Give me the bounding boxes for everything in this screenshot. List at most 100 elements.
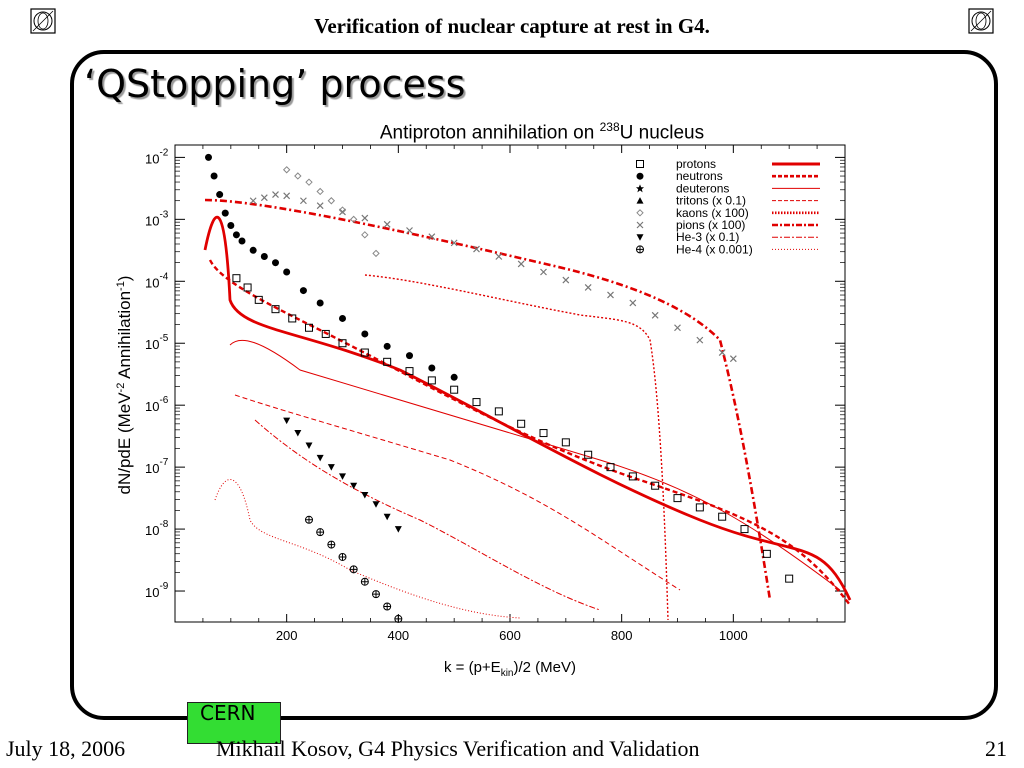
legend-marker	[636, 184, 644, 193]
data-point	[283, 268, 291, 276]
data-point	[494, 407, 503, 416]
data-point	[629, 299, 637, 307]
data-point	[216, 191, 224, 199]
data-point	[361, 214, 369, 222]
legend-entry: He-4 (x 0.001)	[636, 242, 820, 256]
data-point	[740, 525, 749, 534]
data-point	[729, 355, 737, 363]
data-point	[305, 515, 313, 524]
series-kaons-x-100	[282, 166, 380, 258]
data-point	[372, 590, 380, 599]
series-protons	[232, 274, 794, 583]
data-point	[338, 206, 347, 214]
data-point	[327, 197, 336, 205]
y-tick-label: 10-3	[145, 209, 169, 228]
data-point	[383, 513, 391, 521]
data-point	[450, 373, 458, 381]
data-point	[316, 202, 324, 210]
data-point	[651, 481, 660, 490]
x-tick-label: 600	[499, 628, 521, 643]
legend-entry: pions (x 100)	[636, 218, 820, 232]
model-curves	[203, 198, 852, 621]
data-point	[260, 194, 268, 202]
data-point	[539, 429, 548, 438]
data-point	[272, 259, 279, 267]
data-point	[405, 367, 414, 376]
legend-label: protons	[676, 157, 716, 171]
data-point	[651, 311, 659, 319]
data-point	[762, 549, 771, 558]
data-point	[232, 274, 241, 283]
data-point	[360, 577, 369, 586]
y-tick-label: 10-4	[145, 271, 169, 290]
data-point	[349, 215, 358, 224]
data-point	[299, 197, 307, 205]
data-point	[673, 494, 682, 503]
plot-area	[174, 144, 846, 623]
data-point	[450, 385, 459, 394]
legend-marker	[636, 209, 644, 217]
data-point	[282, 166, 291, 174]
series-pions-x-100	[249, 191, 737, 363]
model-curve-he3	[254, 419, 601, 611]
series-he-3-x-0-1	[283, 417, 402, 533]
legend-entry: protons	[636, 157, 820, 171]
y-tick-label: 10-2	[145, 147, 169, 166]
data-point	[339, 208, 346, 216]
data-point	[372, 249, 380, 258]
data-point	[472, 398, 481, 407]
legend-marker	[636, 221, 644, 229]
data-point	[584, 284, 592, 291]
model-curve-deuterons	[229, 339, 841, 591]
data-point	[696, 336, 704, 344]
data-point	[294, 430, 302, 437]
legend-entry: He-3 (x 0.1)	[636, 230, 820, 244]
data-point	[607, 291, 614, 299]
svg-text:dN/pdE (MeV-2 Annihilation-1): dN/pdE (MeV-2 Annihilation-1)	[115, 276, 134, 495]
data-point	[339, 314, 346, 322]
data-point	[372, 501, 380, 508]
legend-label: neutrons	[676, 169, 723, 183]
data-point	[249, 197, 257, 205]
legend-entry: neutrons	[636, 169, 820, 183]
data-point	[540, 268, 547, 276]
data-point	[316, 454, 324, 462]
data-point	[249, 246, 257, 254]
data-point	[427, 376, 436, 385]
data-point	[232, 231, 240, 239]
legend-marker	[636, 245, 644, 254]
data-point	[349, 565, 358, 574]
y-tick-label: 10-5	[145, 333, 169, 352]
legend-marker	[636, 172, 644, 180]
data-point	[584, 450, 593, 459]
data-point	[205, 153, 212, 161]
cern-logo-icon	[30, 8, 56, 34]
data-point	[428, 233, 436, 241]
legend-marker	[636, 234, 644, 241]
data-point	[473, 245, 480, 253]
data-point	[394, 526, 402, 533]
data-point	[272, 191, 279, 198]
model-curve-he4	[214, 479, 521, 619]
x-tick-label: 800	[611, 628, 633, 643]
data-point	[406, 227, 413, 234]
data-point	[428, 364, 436, 372]
data-point	[283, 192, 291, 200]
data-point	[383, 220, 391, 228]
data-point	[785, 574, 794, 583]
data-points	[205, 153, 794, 623]
data-point	[361, 330, 369, 338]
model-curve-tritons	[234, 394, 681, 591]
model-curve-protons	[203, 215, 852, 601]
data-point	[695, 503, 704, 512]
y-axis-label: dN/pdE (MeV-2 Annihilation-1)	[115, 276, 134, 495]
data-point	[299, 287, 307, 295]
header-title: Verification of nuclear capture at rest …	[314, 14, 710, 38]
x-axis: 200 400 600 800 1000	[202, 145, 818, 643]
data-point	[517, 419, 526, 428]
data-point	[243, 283, 252, 292]
svg-text:k = (p+Ekin)/2 (MeV): k = (p+Ekin)/2 (MeV)	[444, 659, 576, 679]
data-point	[327, 540, 336, 549]
data-point	[210, 172, 218, 180]
